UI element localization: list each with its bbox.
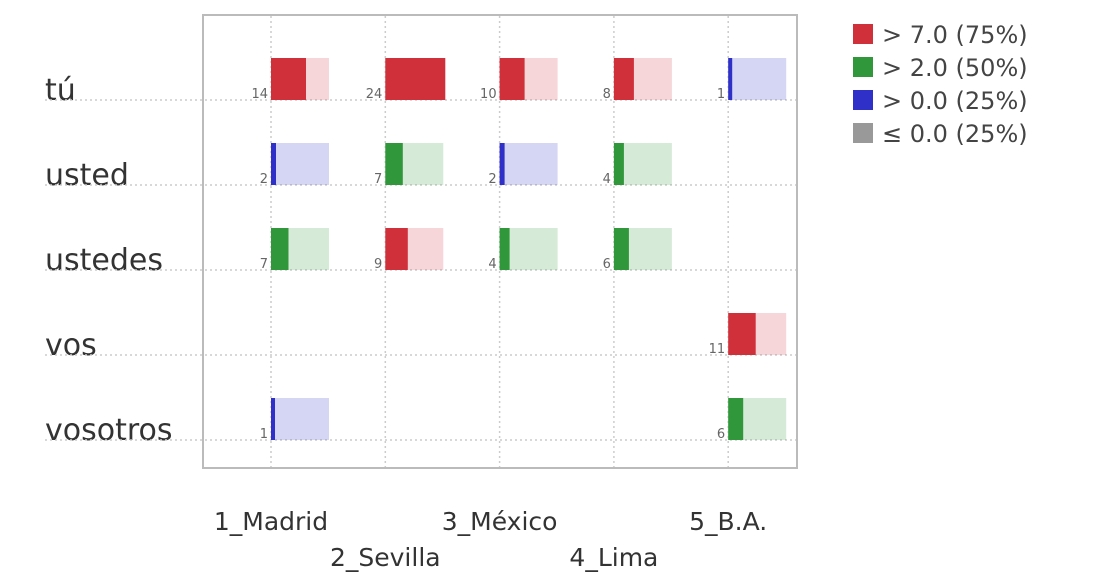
bar: [499, 58, 525, 100]
value-label: 11: [709, 342, 726, 357]
x-tick-label: 2_Sevilla: [330, 543, 441, 572]
x-tick-label: 1_Madrid: [214, 507, 328, 536]
bar: [728, 58, 733, 100]
x-tick-label: 3_México: [442, 507, 558, 536]
bar-background: [271, 143, 329, 185]
bar: [613, 58, 634, 100]
legend-swatch: [853, 57, 873, 77]
bar: [385, 58, 446, 100]
value-label: 4: [603, 172, 611, 187]
value-label: 1: [717, 87, 725, 102]
value-label: 6: [603, 257, 611, 272]
legend-swatch: [853, 123, 873, 143]
legend-swatch: [853, 24, 873, 44]
value-label: 1: [260, 427, 268, 442]
bar: [271, 228, 289, 270]
bar-background: [499, 143, 558, 185]
value-label: 7: [260, 257, 268, 272]
bar: [385, 143, 403, 185]
value-label: 14: [251, 87, 268, 102]
x-tick-label: 4_Lima: [569, 543, 658, 572]
row-label: vosotros: [45, 413, 173, 448]
row-label: tú: [45, 73, 76, 108]
legend-label: > 0.0 (25%): [882, 87, 1028, 115]
legend-swatch: [853, 90, 873, 110]
value-label: 4: [488, 257, 496, 272]
legend-label: > 7.0 (75%): [882, 21, 1028, 49]
bar: [499, 228, 510, 270]
bar: [385, 228, 408, 270]
bar: [613, 228, 629, 270]
x-tick-label: 5_B.A.: [689, 507, 767, 536]
bar: [499, 143, 505, 185]
bar-background: [271, 398, 329, 440]
value-label: 7: [374, 172, 382, 187]
bar: [613, 143, 624, 185]
legend-label: ≤ 0.0 (25%): [882, 120, 1028, 148]
bar: [271, 398, 275, 440]
bar: [728, 398, 744, 440]
legend-label: > 2.0 (50%): [882, 54, 1028, 82]
value-label: 9: [374, 257, 382, 272]
bar: [728, 313, 756, 355]
row-label: usted: [45, 158, 129, 193]
row-label: vos: [45, 328, 97, 363]
bar: [271, 58, 306, 100]
bar: [271, 143, 276, 185]
value-label: 24: [366, 87, 383, 102]
bar-background: [728, 58, 787, 100]
value-label: 2: [488, 172, 496, 187]
row-label: ustedes: [45, 243, 163, 278]
value-label: 2: [260, 172, 268, 187]
value-label: 6: [717, 427, 725, 442]
value-label: 10: [480, 87, 497, 102]
value-label: 8: [603, 87, 611, 102]
